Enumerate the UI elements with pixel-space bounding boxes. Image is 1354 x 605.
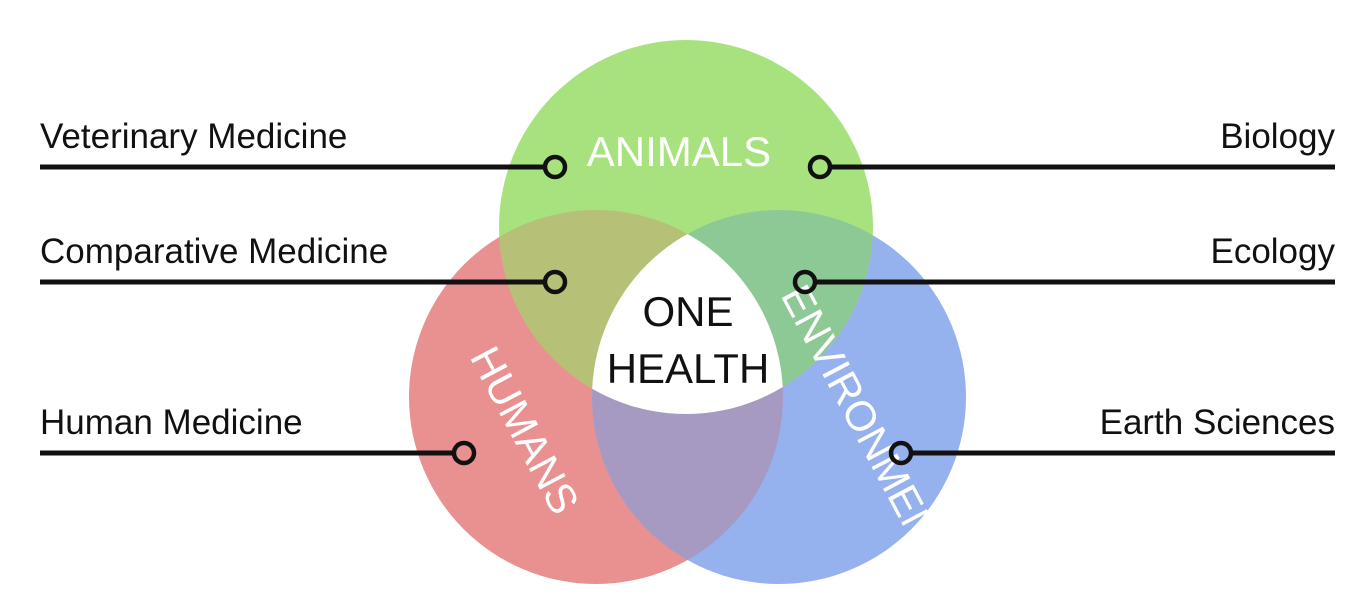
label-ecology: Ecology: [1210, 232, 1335, 271]
veterinary-medicine-dot: [542, 154, 568, 180]
right-connectors: [792, 154, 1335, 466]
label-comparative-medicine: Comparative Medicine: [40, 232, 388, 271]
biology-dot: [807, 154, 833, 180]
animals-label: ANIMALS: [587, 128, 771, 175]
venn-circles: [409, 40, 966, 584]
label-earth-sciences: Earth Sciences: [1100, 403, 1335, 442]
label-human-medicine: Human Medicine: [40, 403, 303, 442]
comparative-medicine-dot: [542, 269, 568, 295]
label-veterinary-medicine: Veterinary Medicine: [40, 117, 347, 156]
ecology-dot: [792, 269, 818, 295]
label-biology: Biology: [1220, 117, 1335, 156]
left-connectors: [40, 154, 568, 466]
earth-sciences-dot: [888, 440, 914, 466]
one-health-line1: ONE: [642, 288, 733, 335]
one-health-line2: HEALTH: [607, 345, 770, 392]
human-medicine-dot: [451, 440, 477, 466]
